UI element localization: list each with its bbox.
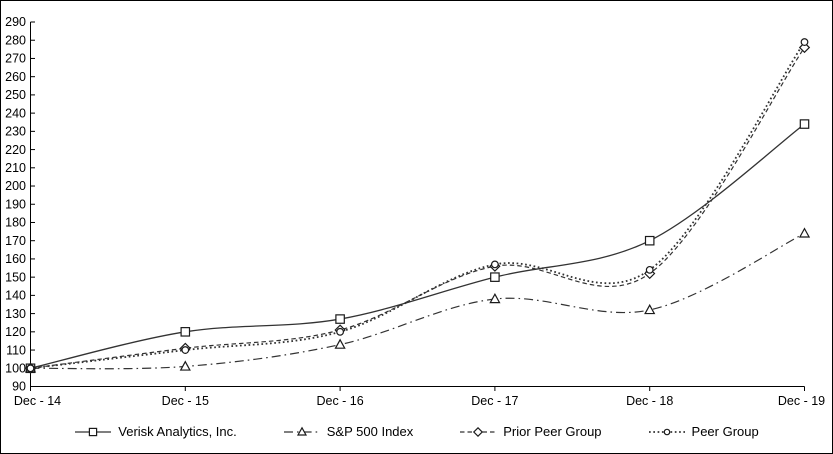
marker-peer-group xyxy=(181,346,190,354)
legend-item-verisk-analytics-inc: Verisk Analytics, Inc. xyxy=(74,424,237,439)
x-tick-label: Dec - 17 xyxy=(471,394,518,408)
marker-verisk-analytics-inc xyxy=(490,272,500,282)
y-tick-label: 280 xyxy=(5,33,26,47)
y-tick-label: 220 xyxy=(5,143,26,157)
legend-marker-verisk-analytics-inc xyxy=(89,427,98,436)
legend-label-peer-group: Peer Group xyxy=(691,424,759,439)
circle-line-sample-icon xyxy=(648,428,685,435)
marker-verisk-analytics-inc xyxy=(180,327,191,337)
y-tick-label: 140 xyxy=(5,289,26,303)
square-line-sample-icon xyxy=(75,427,112,436)
triangle-line-sample-icon xyxy=(283,426,320,436)
y-tick-label: 110 xyxy=(6,343,26,357)
y-tick-label: 250 xyxy=(5,88,26,102)
marker-s-p-500-index xyxy=(489,292,501,304)
y-tick-label: 90 xyxy=(12,380,26,394)
y-tick-label: 210 xyxy=(5,161,26,175)
legend-marker-prior-peer-group xyxy=(473,426,484,437)
y-tick-label: 150 xyxy=(5,270,26,284)
y-tick-label: 170 xyxy=(5,234,26,248)
legend-item-peer-group: Peer Group xyxy=(648,424,759,439)
y-tick-label: 100 xyxy=(5,361,26,375)
y-tick-label: 270 xyxy=(5,52,26,66)
y-tick-label: 200 xyxy=(5,179,26,193)
y-tick-label: 130 xyxy=(5,307,26,321)
marker-peer-group xyxy=(336,327,345,336)
y-tick-label: 160 xyxy=(5,252,26,266)
x-tick-label: Dec - 19 xyxy=(778,394,825,408)
legend-item-s-p-500-index: S&P 500 Index xyxy=(283,424,414,439)
series-line-s-p-500-index xyxy=(30,232,805,370)
marker-verisk-analytics-inc xyxy=(335,314,345,324)
x-tick-label: Dec - 16 xyxy=(316,394,363,408)
marker-peer-group xyxy=(491,260,499,269)
legend-marker-peer-group xyxy=(663,428,670,435)
legend-label-prior-peer-group: Prior Peer Group xyxy=(503,424,602,439)
marker-s-p-500-index xyxy=(798,227,811,238)
y-tick-label: 190 xyxy=(5,197,26,211)
marker-peer-group xyxy=(800,38,809,46)
x-tick-label: Dec - 18 xyxy=(626,394,673,408)
x-tick-label: Dec - 15 xyxy=(162,394,209,408)
marker-peer-group xyxy=(26,364,35,373)
marker-s-p-500-index xyxy=(179,360,191,371)
y-tick-label: 260 xyxy=(5,70,26,84)
marker-verisk-analytics-inc xyxy=(644,235,655,246)
x-tick-label: Dec - 14 xyxy=(14,394,61,408)
legend-item-prior-peer-group: Prior Peer Group xyxy=(459,424,602,439)
series-line-prior-peer-group xyxy=(30,47,805,369)
series-line-verisk-analytics-inc xyxy=(30,123,805,369)
y-tick-label: 180 xyxy=(5,216,26,230)
legend-marker-s-p-500-index xyxy=(296,426,307,436)
chart-legend: Verisk Analytics, Inc. S&P 500 Index Prior… xyxy=(1,424,832,439)
marker-peer-group xyxy=(645,265,654,274)
marker-s-p-500-index xyxy=(334,338,346,349)
marker-s-p-500-index xyxy=(644,303,656,315)
marker-verisk-analytics-inc xyxy=(799,119,810,129)
diamond-line-sample-icon xyxy=(460,426,497,437)
marker-prior-peer-group xyxy=(798,41,811,54)
y-tick-label: 120 xyxy=(5,325,26,339)
y-tick-label: 240 xyxy=(5,106,26,120)
y-tick-label: 290 xyxy=(5,15,26,29)
legend-label-verisk-analytics-inc: Verisk Analytics, Inc. xyxy=(118,424,237,439)
y-tick-label: 230 xyxy=(5,125,26,139)
legend-label-s-p-500-index: S&P 500 Index xyxy=(326,424,414,439)
